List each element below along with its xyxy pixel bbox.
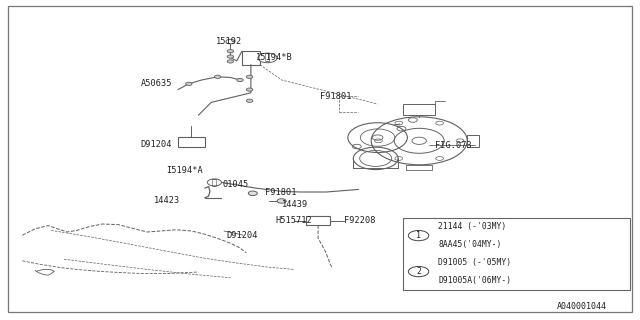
Circle shape (248, 191, 257, 196)
Circle shape (207, 179, 221, 186)
Circle shape (277, 199, 286, 203)
Circle shape (227, 60, 234, 63)
Text: 01045: 01045 (223, 180, 249, 188)
Bar (467, 135, 479, 147)
Text: 15194*B: 15194*B (256, 53, 292, 62)
Text: A040001044: A040001044 (557, 302, 607, 311)
Circle shape (186, 82, 192, 85)
Bar (403, 218, 630, 290)
Text: FIG.073: FIG.073 (435, 141, 472, 150)
Bar (242, 51, 260, 65)
Bar (403, 104, 435, 115)
Text: F92208: F92208 (344, 216, 375, 225)
Circle shape (214, 75, 221, 78)
Text: F91801: F91801 (265, 188, 296, 197)
Text: A50635: A50635 (141, 79, 172, 88)
Text: D91005 (-'05MY): D91005 (-'05MY) (438, 258, 511, 267)
Text: ②: ② (265, 53, 270, 62)
Bar (306, 216, 330, 225)
Bar (178, 137, 205, 147)
Circle shape (227, 55, 234, 58)
Text: ①: ① (212, 178, 217, 187)
Bar (406, 165, 432, 170)
Text: 15192: 15192 (216, 37, 243, 46)
Circle shape (408, 230, 429, 241)
Text: D91005A('06MY-): D91005A('06MY-) (438, 276, 511, 285)
Circle shape (246, 88, 253, 91)
Text: 14423: 14423 (154, 196, 180, 205)
Circle shape (246, 75, 253, 78)
Text: D91204: D91204 (227, 231, 258, 240)
Circle shape (237, 78, 243, 82)
Text: 1: 1 (416, 231, 421, 240)
Text: D91204: D91204 (141, 140, 172, 149)
Circle shape (258, 53, 277, 63)
Text: H515712: H515712 (275, 216, 312, 225)
Text: 14439: 14439 (282, 200, 308, 209)
Text: I5194*A: I5194*A (166, 166, 203, 175)
Circle shape (408, 267, 429, 277)
Circle shape (227, 50, 234, 53)
Text: 2: 2 (416, 267, 421, 276)
Text: 21144 (-'03MY): 21144 (-'03MY) (438, 222, 507, 231)
Text: 8AA45('04MY-): 8AA45('04MY-) (438, 240, 502, 249)
Circle shape (246, 99, 253, 102)
Text: F91801: F91801 (320, 92, 351, 101)
